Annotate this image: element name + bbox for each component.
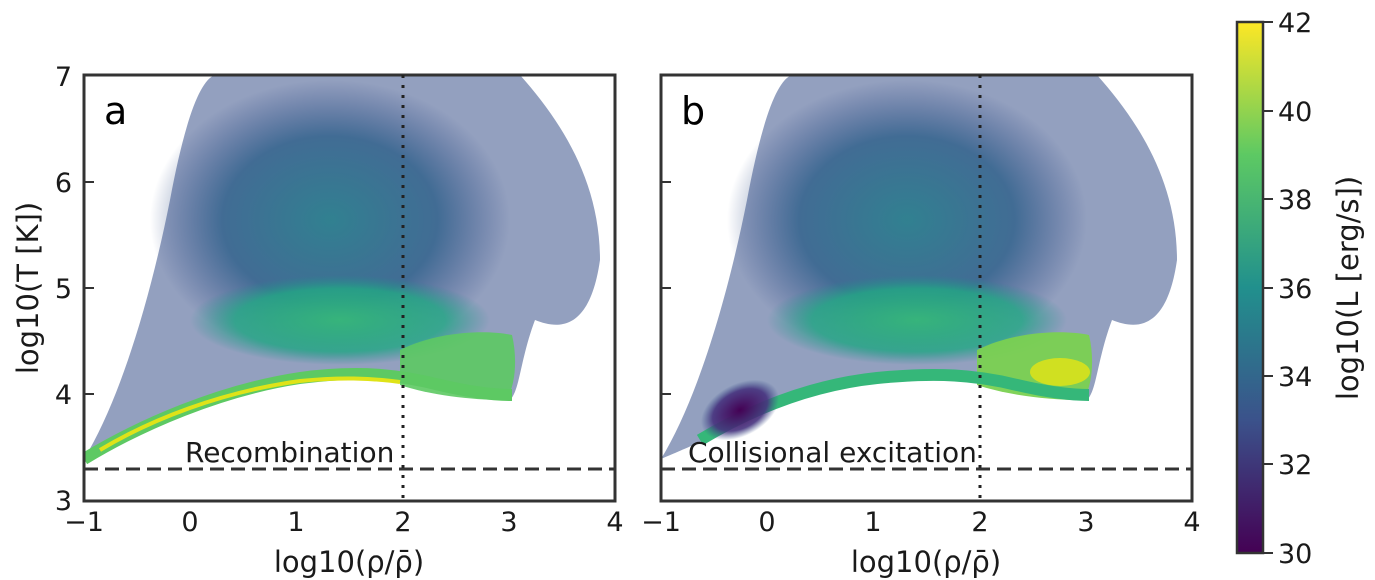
panel-b-xtick-2: 1 [864, 507, 881, 538]
panel-b-letter: b [681, 89, 705, 133]
panel-b-xtick-3: 2 [971, 507, 988, 538]
panel-a-xtick-1: 0 [181, 507, 198, 538]
panel-a-ylabel: log10(T [K]) [11, 202, 45, 374]
colorbar-tick-5: 40 [1278, 97, 1312, 128]
panel-a-ytick-2: 5 [55, 274, 72, 305]
panel-a-ytick-1: 4 [55, 380, 72, 411]
colorbar-label: log10(L [erg/s]) [1331, 176, 1365, 400]
colorbar-tick-6: 42 [1278, 8, 1312, 39]
panel-b-xtick-1: 0 [758, 507, 775, 538]
panel-b-xticks: −1 0 1 2 3 4 [641, 507, 1201, 538]
colorbar-ticks: 30 32 34 36 38 40 42 [1263, 8, 1312, 570]
panel-b-xlabel: log10(ρ/ρ̄) [851, 545, 1001, 579]
panel-a-ytick-3: 6 [55, 168, 72, 199]
panel-b-heatmap [661, 75, 1177, 459]
panel-a: a Recombination −1 0 1 2 3 4 3 4 5 6 7 l… [11, 62, 624, 579]
panel-b-annotation: Collisional excitation [688, 436, 977, 469]
panel-a-yticks: 3 4 5 6 7 [55, 62, 94, 517]
colorbar-gradient [1235, 20, 1265, 555]
panel-a-xlabel: log10(ρ/ρ̄) [274, 545, 424, 579]
panel-a-xtick-4: 3 [500, 507, 517, 538]
colorbar-tick-4: 38 [1278, 185, 1312, 216]
panel-b: b Collisional excitation −1 0 1 2 3 4 lo… [641, 73, 1201, 579]
panel-a-xtick-2: 1 [287, 507, 304, 538]
panel-b-mid-band [767, 275, 1067, 365]
panel-b-tail-core [1030, 358, 1090, 386]
panel-a-xticks: −1 0 1 2 3 4 [64, 507, 624, 538]
panel-a-mid-band [190, 275, 490, 365]
panel-a-xtick-3: 2 [394, 507, 411, 538]
panel-a-ytick-4: 7 [55, 62, 72, 93]
panel-a-ridge-core [98, 376, 401, 452]
panel-b-xtick-0: −1 [641, 507, 681, 538]
colorbar-tick-2: 34 [1278, 362, 1312, 393]
panel-a-heatmap [84, 75, 600, 465]
panel-b-xtick-4: 3 [1077, 507, 1094, 538]
panel-a-ytick-0: 3 [55, 486, 72, 517]
colorbar-tick-1: 32 [1278, 450, 1312, 481]
colorbar-tick-0: 30 [1278, 539, 1312, 570]
panel-b-yticks [661, 181, 671, 395]
panel-a-annotation: Recombination [185, 436, 394, 469]
panel-b-purple-lobe [700, 379, 780, 441]
colorbar: 30 32 34 36 38 40 42 log10(L [erg/s]) [1235, 8, 1365, 570]
panel-a-xtick-5: 4 [606, 507, 623, 538]
panel-a-xtick-0: −1 [64, 507, 104, 538]
colorbar-tick-3: 36 [1278, 274, 1312, 305]
panel-b-xtick-5: 4 [1183, 507, 1200, 538]
panel-a-letter: a [104, 89, 127, 133]
